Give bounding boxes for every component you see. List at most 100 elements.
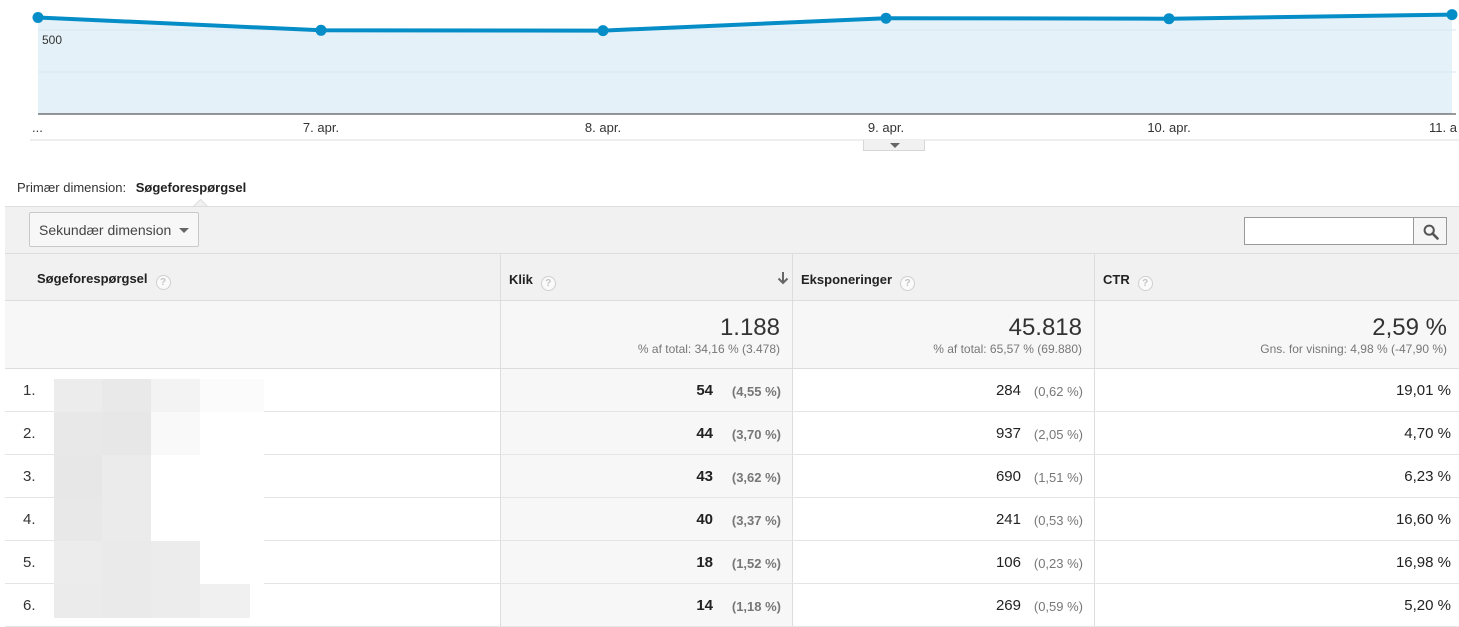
query-cell[interactable]: 6. [5,584,500,626]
impressions-cell: 241 (0,53 %) [792,498,1094,540]
clicks-percent: (3,37 %) [731,513,781,528]
row-index: 1. [23,382,36,399]
row-index: 5. [23,554,36,571]
impressions-value: 937 [995,425,1021,442]
data-point [880,12,892,24]
redacted-query-image [54,379,264,412]
ctr-cell: 16,98 % [1094,541,1459,583]
impressions-value: 269 [995,597,1021,614]
clicks-cell: 14 (1,18 %) [500,584,792,626]
ctr-cell: 16,60 % [1094,498,1459,540]
clicks-percent: (1,18 %) [731,599,781,614]
primary-dimension: Primær dimension: Søgeforespørgsel [17,180,246,195]
table-row[interactable]: 4. 40 (3,37 %) 241 (0,53 %) 16,60 % [5,498,1459,541]
table-row[interactable]: 1. 54 (4,55 %) 284 (0,62 %) 19,01 % [5,369,1459,412]
impressions-cell: 937 (2,05 %) [792,412,1094,454]
query-cell[interactable]: 5. [5,541,500,584]
impressions-value: 284 [995,382,1021,399]
series-line [37,12,1453,33]
impressions-cell: 690 (1,51 %) [792,455,1094,497]
table-header-row: Søgeforespørgsel? Klik? Eksponeringer? C… [5,253,1459,301]
totals-impressions-cell: 45.818 % af total: 65,57 % (69.880) [792,301,1094,368]
clicks-percent: (3,62 %) [731,470,781,485]
clicks-percent: (4,55 %) [731,384,781,399]
row-index: 6. [23,597,36,614]
secondary-dimension-dropdown[interactable]: Sekundær dimension [29,212,199,247]
impressions-value: 690 [995,468,1021,485]
help-icon[interactable]: ? [540,276,556,291]
clicks-value: 40 [696,511,713,528]
totals-row: 1.188 % af total: 34,16 % (3.478) 45.818… [5,301,1459,369]
data-point [1446,9,1458,21]
totals-ctr-value: 2,59 % [1372,314,1447,341]
x-tick-label: ... [32,120,43,135]
clicks-value: 43 [696,468,713,485]
primary-dimension-label: Primær dimension: [17,180,127,195]
timeline-chart: 500... 7. apr. 8. apr. 9. apr. 10. apr. 11. a [0,0,1459,155]
column-header-impressions-label: Eksponeringer [801,272,893,287]
table-row[interactable]: 5. 18 (1,52 %) 106 (0,23 %) 16,98 % [5,541,1459,584]
table-row[interactable]: 2. 44 (3,70 %) 937 (2,05 %) 4,70 % [5,412,1459,455]
data-point [597,25,609,37]
search-button[interactable] [1413,217,1447,245]
table-row[interactable]: 3. 43 (3,62 %) 690 (1,51 %) 6,23 % [5,455,1459,498]
column-header-impressions[interactable]: Eksponeringer? [792,254,1094,300]
data-point [32,12,44,23]
impressions-percent: (2,05 %) [1033,427,1083,442]
ctr-cell: 5,20 % [1094,584,1459,626]
clicks-percent: (1,52 %) [731,556,781,571]
totals-ctr-cell: 2,59 % Gns. for visning: 4,98 % (-47,90 … [1094,301,1459,368]
primary-dimension-value[interactable]: Søgeforespørgsel [135,180,247,195]
clicks-value: 18 [696,554,713,571]
ctr-value: 16,60 % [1395,511,1451,528]
impressions-percent: (0,53 %) [1033,513,1083,528]
query-cell[interactable]: 3. [5,455,500,498]
row-index: 3. [23,468,36,485]
impressions-percent: (0,59 %) [1033,599,1083,614]
sort-descending-icon[interactable] [777,271,789,285]
ctr-cell: 6,23 % [1094,455,1459,497]
caret-down-icon [179,228,189,233]
series-area [38,14,1452,115]
data-point [1163,13,1175,25]
column-header-query[interactable]: Søgeforespørgsel? [5,254,500,300]
impressions-cell: 284 (0,62 %) [792,369,1094,411]
ctr-value: 6,23 % [1404,468,1451,485]
impressions-cell: 269 (0,59 %) [792,584,1094,626]
timeline-chart-svg: 500... 7. apr. 8. apr. 9. apr. 10. apr. 11. a [30,9,1459,141]
clicks-value: 14 [696,597,713,614]
table-row[interactable]: 6. 14 (1,18 %) 269 (0,59 %) 5,20 % [5,584,1459,627]
chevron-down-icon [890,143,900,148]
secondary-dimension-label: Sekundær dimension [39,222,172,238]
clicks-percent: (3,70 %) [731,427,781,442]
redacted-query-image [54,541,264,584]
x-tick-label: 7. apr. [303,120,339,135]
row-index: 4. [23,511,36,528]
totals-clicks-cell: 1.188 % af total: 34,16 % (3.478) [500,301,792,368]
impressions-percent: (0,62 %) [1033,384,1083,399]
redacted-query-image [54,455,264,498]
query-cell[interactable]: 1. [5,369,500,412]
redacted-query-image [54,584,250,618]
column-header-clicks[interactable]: Klik? [500,254,792,300]
clicks-cell: 18 (1,52 %) [500,541,792,583]
table-toolbar: Sekundær dimension [5,206,1459,253]
search-icon [1423,224,1439,240]
table-search-input[interactable] [1244,217,1414,245]
redacted-query-image [54,412,264,455]
ctr-value: 16,98 % [1395,554,1451,571]
help-icon[interactable]: ? [900,276,916,291]
clicks-cell: 40 (3,37 %) [500,498,792,540]
help-icon[interactable]: ? [1137,276,1153,291]
totals-ctr-sub: Gns. for visning: 4,98 % (-47,90 %) [1260,342,1447,356]
help-icon[interactable]: ? [155,275,171,290]
x-tick-label: 11. a [1429,120,1458,135]
query-cell[interactable]: 4. [5,498,500,541]
chart-collapse-toggle[interactable] [863,140,925,151]
y-tick-label: 500 [42,33,62,47]
clicks-value: 44 [696,425,713,442]
column-header-query-label: Søgeforespørgsel [37,271,148,286]
column-header-ctr[interactable]: CTR? [1094,254,1459,300]
query-cell[interactable]: 2. [5,412,500,455]
clicks-cell: 54 (4,55 %) [500,369,792,411]
